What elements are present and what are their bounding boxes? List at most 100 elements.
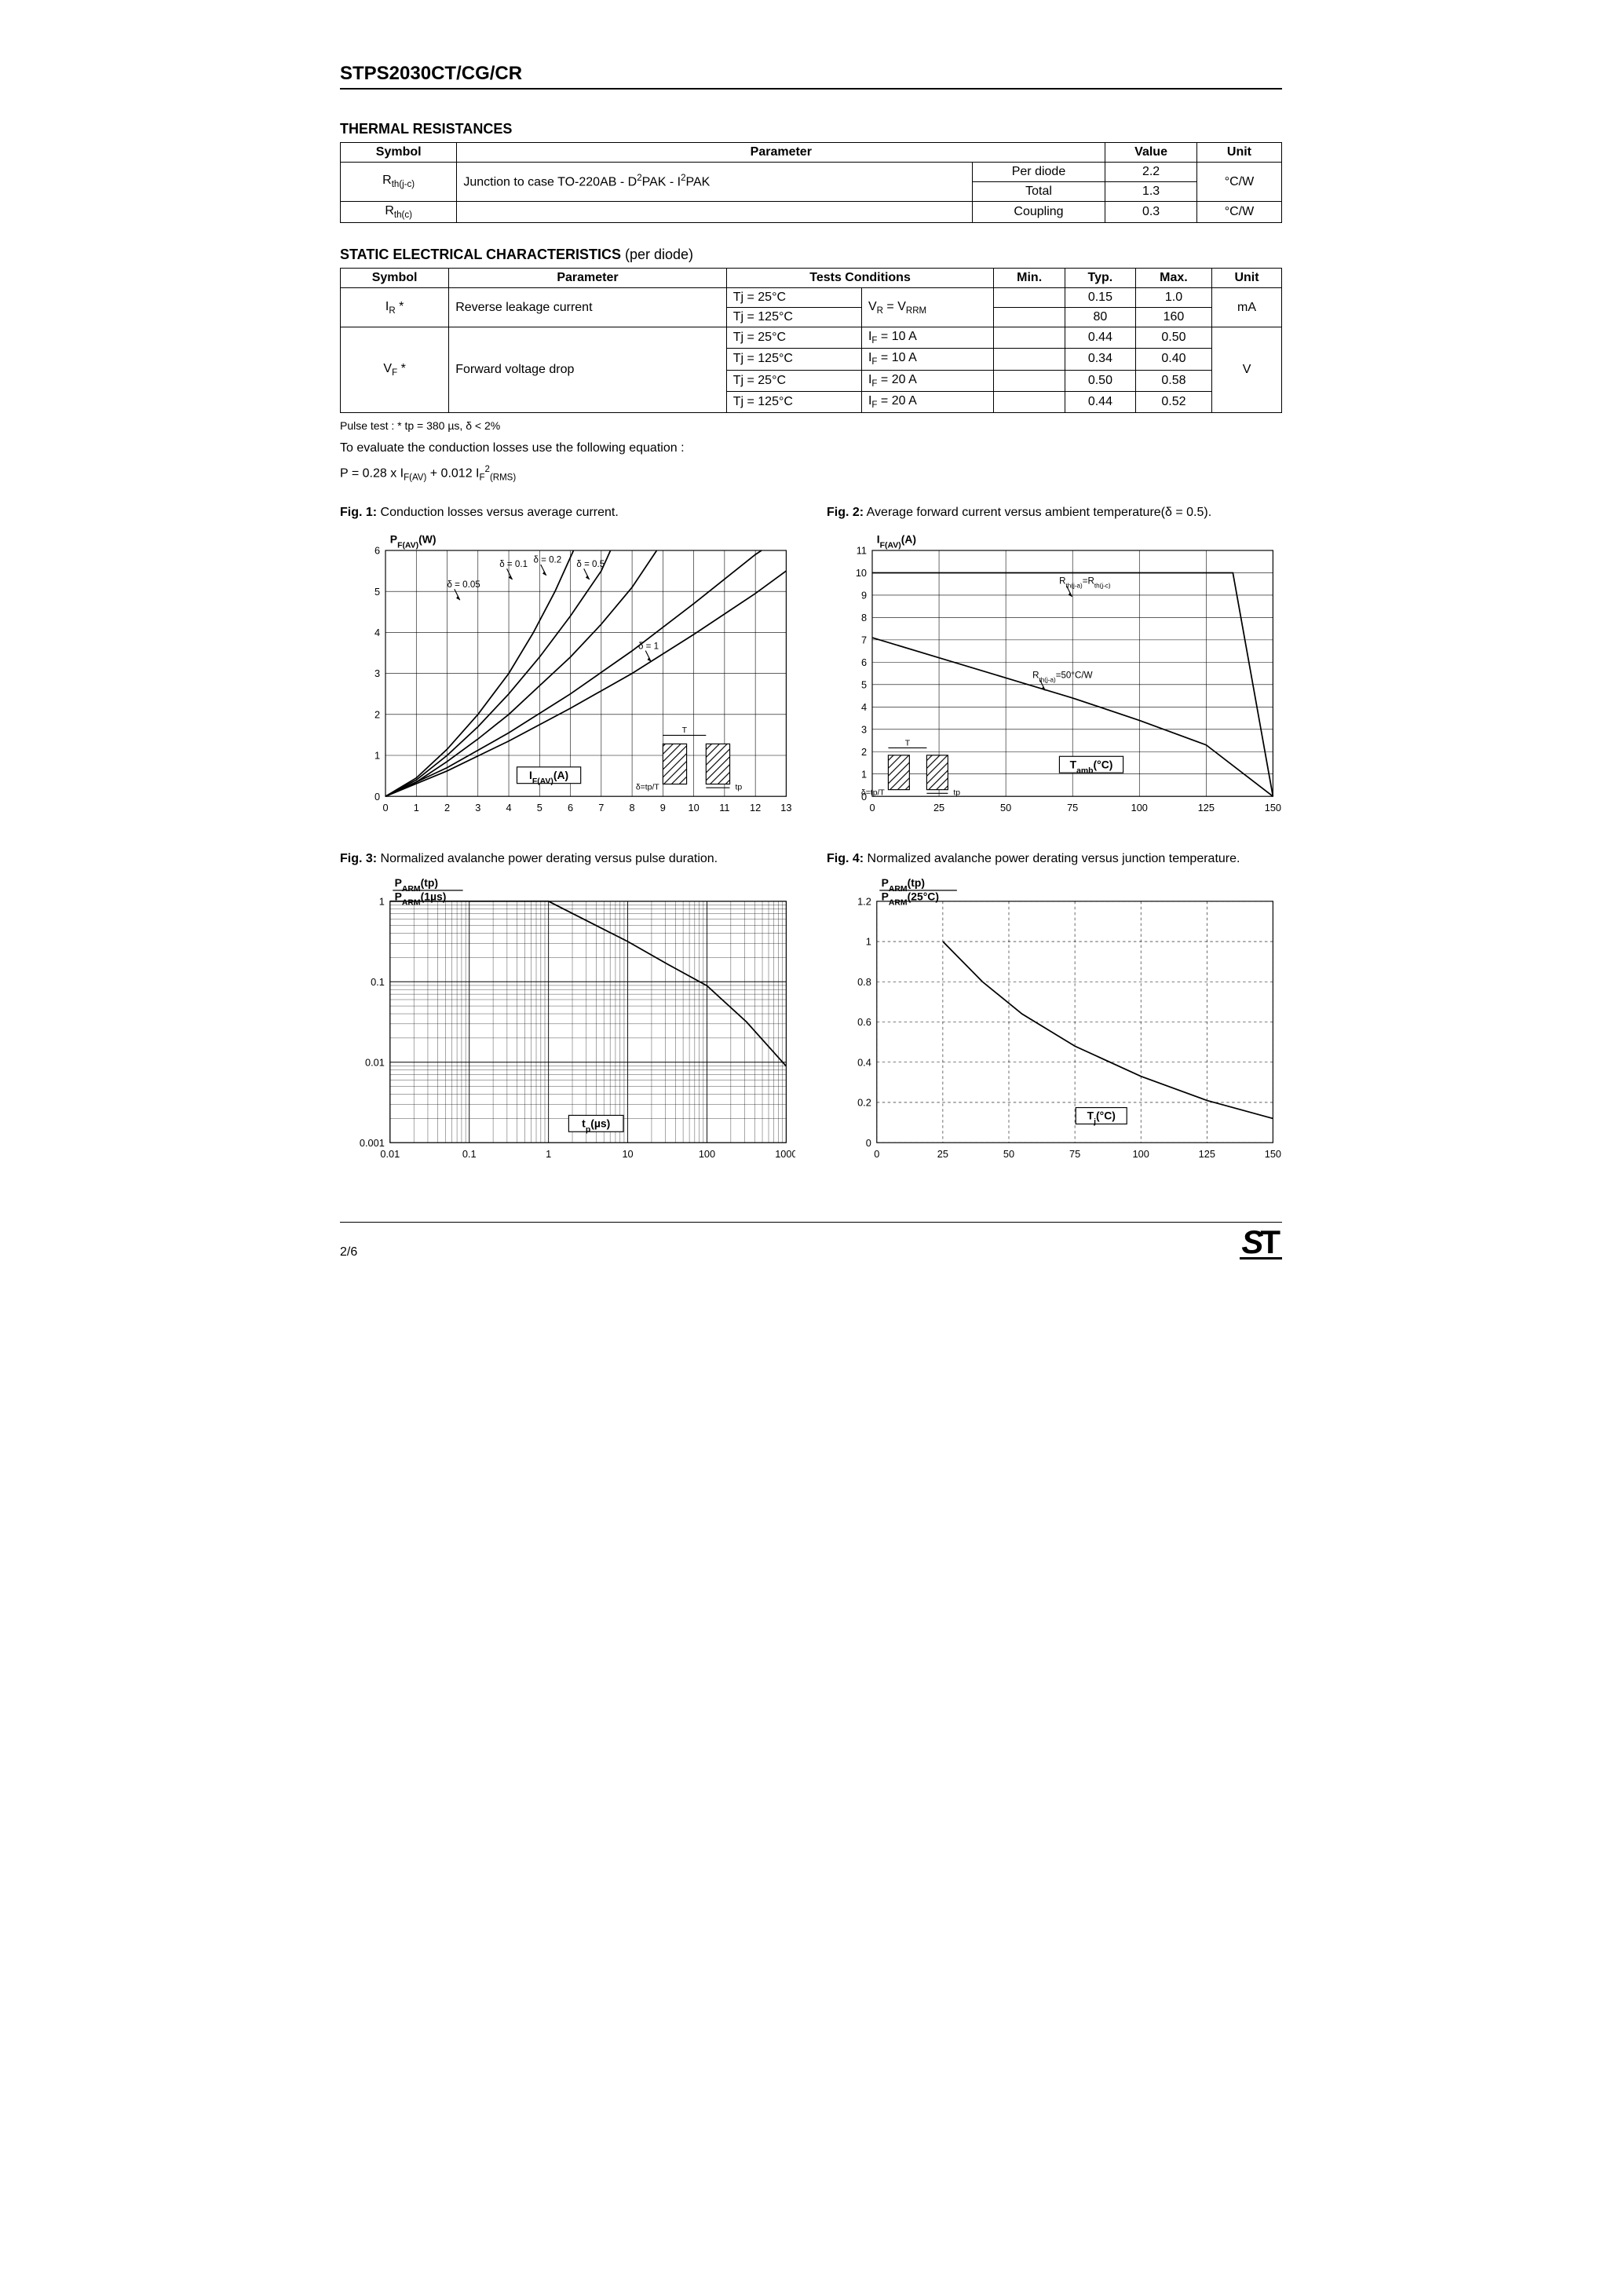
svg-text:1: 1 [414,802,419,813]
cell-tc: Tj = 25°C [726,327,861,349]
cell-max: 0.40 [1135,349,1211,370]
svg-text:0: 0 [382,802,388,813]
svg-text:10: 10 [689,802,700,813]
svg-text:10: 10 [622,1148,633,1160]
table-row: Rth(c) Coupling 0.3 °C/W [341,202,1282,223]
svg-text:6: 6 [568,802,573,813]
cell-min [994,327,1065,349]
svg-text:9: 9 [660,802,666,813]
svg-text:8: 8 [630,802,635,813]
svg-text:tp: tp [736,784,743,792]
fig1-caption: Fig. 1: Conduction losses versus average… [340,506,795,520]
fig4-caption: Fig. 4: Normalized avalanche power derat… [827,852,1282,866]
table-row: VF * Forward voltage drop Tj = 25°C IF =… [341,327,1282,349]
cell-typ: 80 [1065,308,1135,327]
cell-min [994,391,1065,412]
fig2-caption: Fig. 2: Average forward current versus a… [827,506,1282,520]
svg-text:1: 1 [379,896,385,908]
svg-text:T: T [682,726,688,735]
svg-text:IF(AV)(A): IF(AV)(A) [877,533,916,550]
st-col-max: Max. [1135,269,1211,288]
svg-text:0.4: 0.4 [857,1057,871,1069]
cell-tc2: IF = 10 A [861,349,993,370]
st-col-min: Min. [994,269,1065,288]
svg-text:0.001: 0.001 [360,1137,385,1149]
cell-cond: Coupling [972,202,1105,223]
svg-text:3: 3 [374,668,380,680]
svg-text:T: T [905,740,911,748]
cell-unit: V [1212,327,1282,413]
cell-param: Forward voltage drop [449,327,727,413]
svg-text:6: 6 [374,545,380,557]
svg-text:0.01: 0.01 [380,1148,400,1160]
cell-max: 1.0 [1135,288,1211,308]
cell-tc: Tj = 125°C [726,391,861,412]
svg-text:PF(AV)(W): PF(AV)(W) [390,533,437,550]
svg-text:7: 7 [861,634,867,646]
svg-text:9: 9 [861,590,867,601]
cell-max: 0.58 [1135,370,1211,391]
svg-text:0: 0 [874,1148,879,1160]
svg-text:5: 5 [537,802,542,813]
conduction-loss-intro: To evaluate the conduction losses use th… [340,441,1282,455]
cell-symbol: VF * [341,327,449,413]
cell-tc2: IF = 10 A [861,327,993,349]
svg-text:125: 125 [1198,802,1215,813]
cell-max: 160 [1135,308,1211,327]
static-table: Symbol Parameter Tests Conditions Min. T… [340,268,1282,413]
cell-value: 1.3 [1105,182,1197,202]
cell-unit: °C/W [1196,163,1281,202]
svg-text:δ=tp/T: δ=tp/T [861,789,885,798]
cell-tc2: IF = 20 A [861,391,993,412]
cell-typ: 0.50 [1065,370,1135,391]
svg-text:0.2: 0.2 [857,1097,871,1109]
svg-text:δ = 1: δ = 1 [638,642,659,652]
st-col-symbol: Symbol [341,269,449,288]
cell-cond: Total [972,182,1105,202]
section-static-title: STATIC ELECTRICAL CHARACTERISTICS (per d… [340,247,1282,263]
svg-text:50: 50 [1000,802,1011,813]
st-col-typ: Typ. [1065,269,1135,288]
cell-symbol: Rth(c) [341,202,457,223]
svg-text:150: 150 [1265,1148,1281,1160]
cell-tc: Tj = 125°C [726,308,861,327]
cell-tc2: IF = 20 A [861,370,993,391]
svg-text:4: 4 [506,802,511,813]
svg-text:0: 0 [374,791,380,803]
thermal-table: Symbol Parameter Value Unit Rth(j-c) Jun… [340,142,1282,223]
svg-text:1: 1 [866,936,871,948]
fig3-caption: Fig. 3: Normalized avalanche power derat… [340,852,795,866]
th-col-param: Parameter [457,143,1105,163]
svg-text:25: 25 [933,802,944,813]
svg-text:2: 2 [861,746,867,758]
svg-text:2: 2 [374,709,380,721]
svg-text:4: 4 [861,701,867,713]
svg-text:5: 5 [374,586,380,598]
cell-tc: Tj = 25°C [726,370,861,391]
cell-param: Reverse leakage current [449,288,727,327]
svg-text:tp: tp [953,789,960,798]
svg-text:δ = 0.1: δ = 0.1 [499,560,528,569]
cell-cond: Per diode [972,163,1105,182]
svg-text:13: 13 [780,802,791,813]
svg-text:5: 5 [861,679,867,691]
svg-text:100: 100 [1133,1148,1149,1160]
cell-typ: 0.44 [1065,391,1135,412]
svg-text:7: 7 [598,802,604,813]
page-title: STPS2030CT/CG/CR [340,63,1282,90]
cell-min [994,370,1065,391]
svg-text:12: 12 [750,802,761,813]
svg-text:1: 1 [861,769,867,781]
cell-param: Junction to case TO-220AB - D2PAK - I2PA… [457,163,972,202]
st-logo-icon: ST [1240,1227,1282,1260]
svg-text:0.8: 0.8 [857,976,871,988]
st-col-param: Parameter [449,269,727,288]
cell-symbol: IR * [341,288,449,327]
th-col-symbol: Symbol [341,143,457,163]
svg-text:125: 125 [1199,1148,1215,1160]
page-number: 2/6 [340,1245,357,1260]
svg-text:11: 11 [857,545,867,557]
fig1-chart: 0123456789101112130123456PF(AV)(W)IF(AV)… [340,528,795,828]
svg-text:0: 0 [869,802,875,813]
svg-text:3: 3 [861,724,867,736]
